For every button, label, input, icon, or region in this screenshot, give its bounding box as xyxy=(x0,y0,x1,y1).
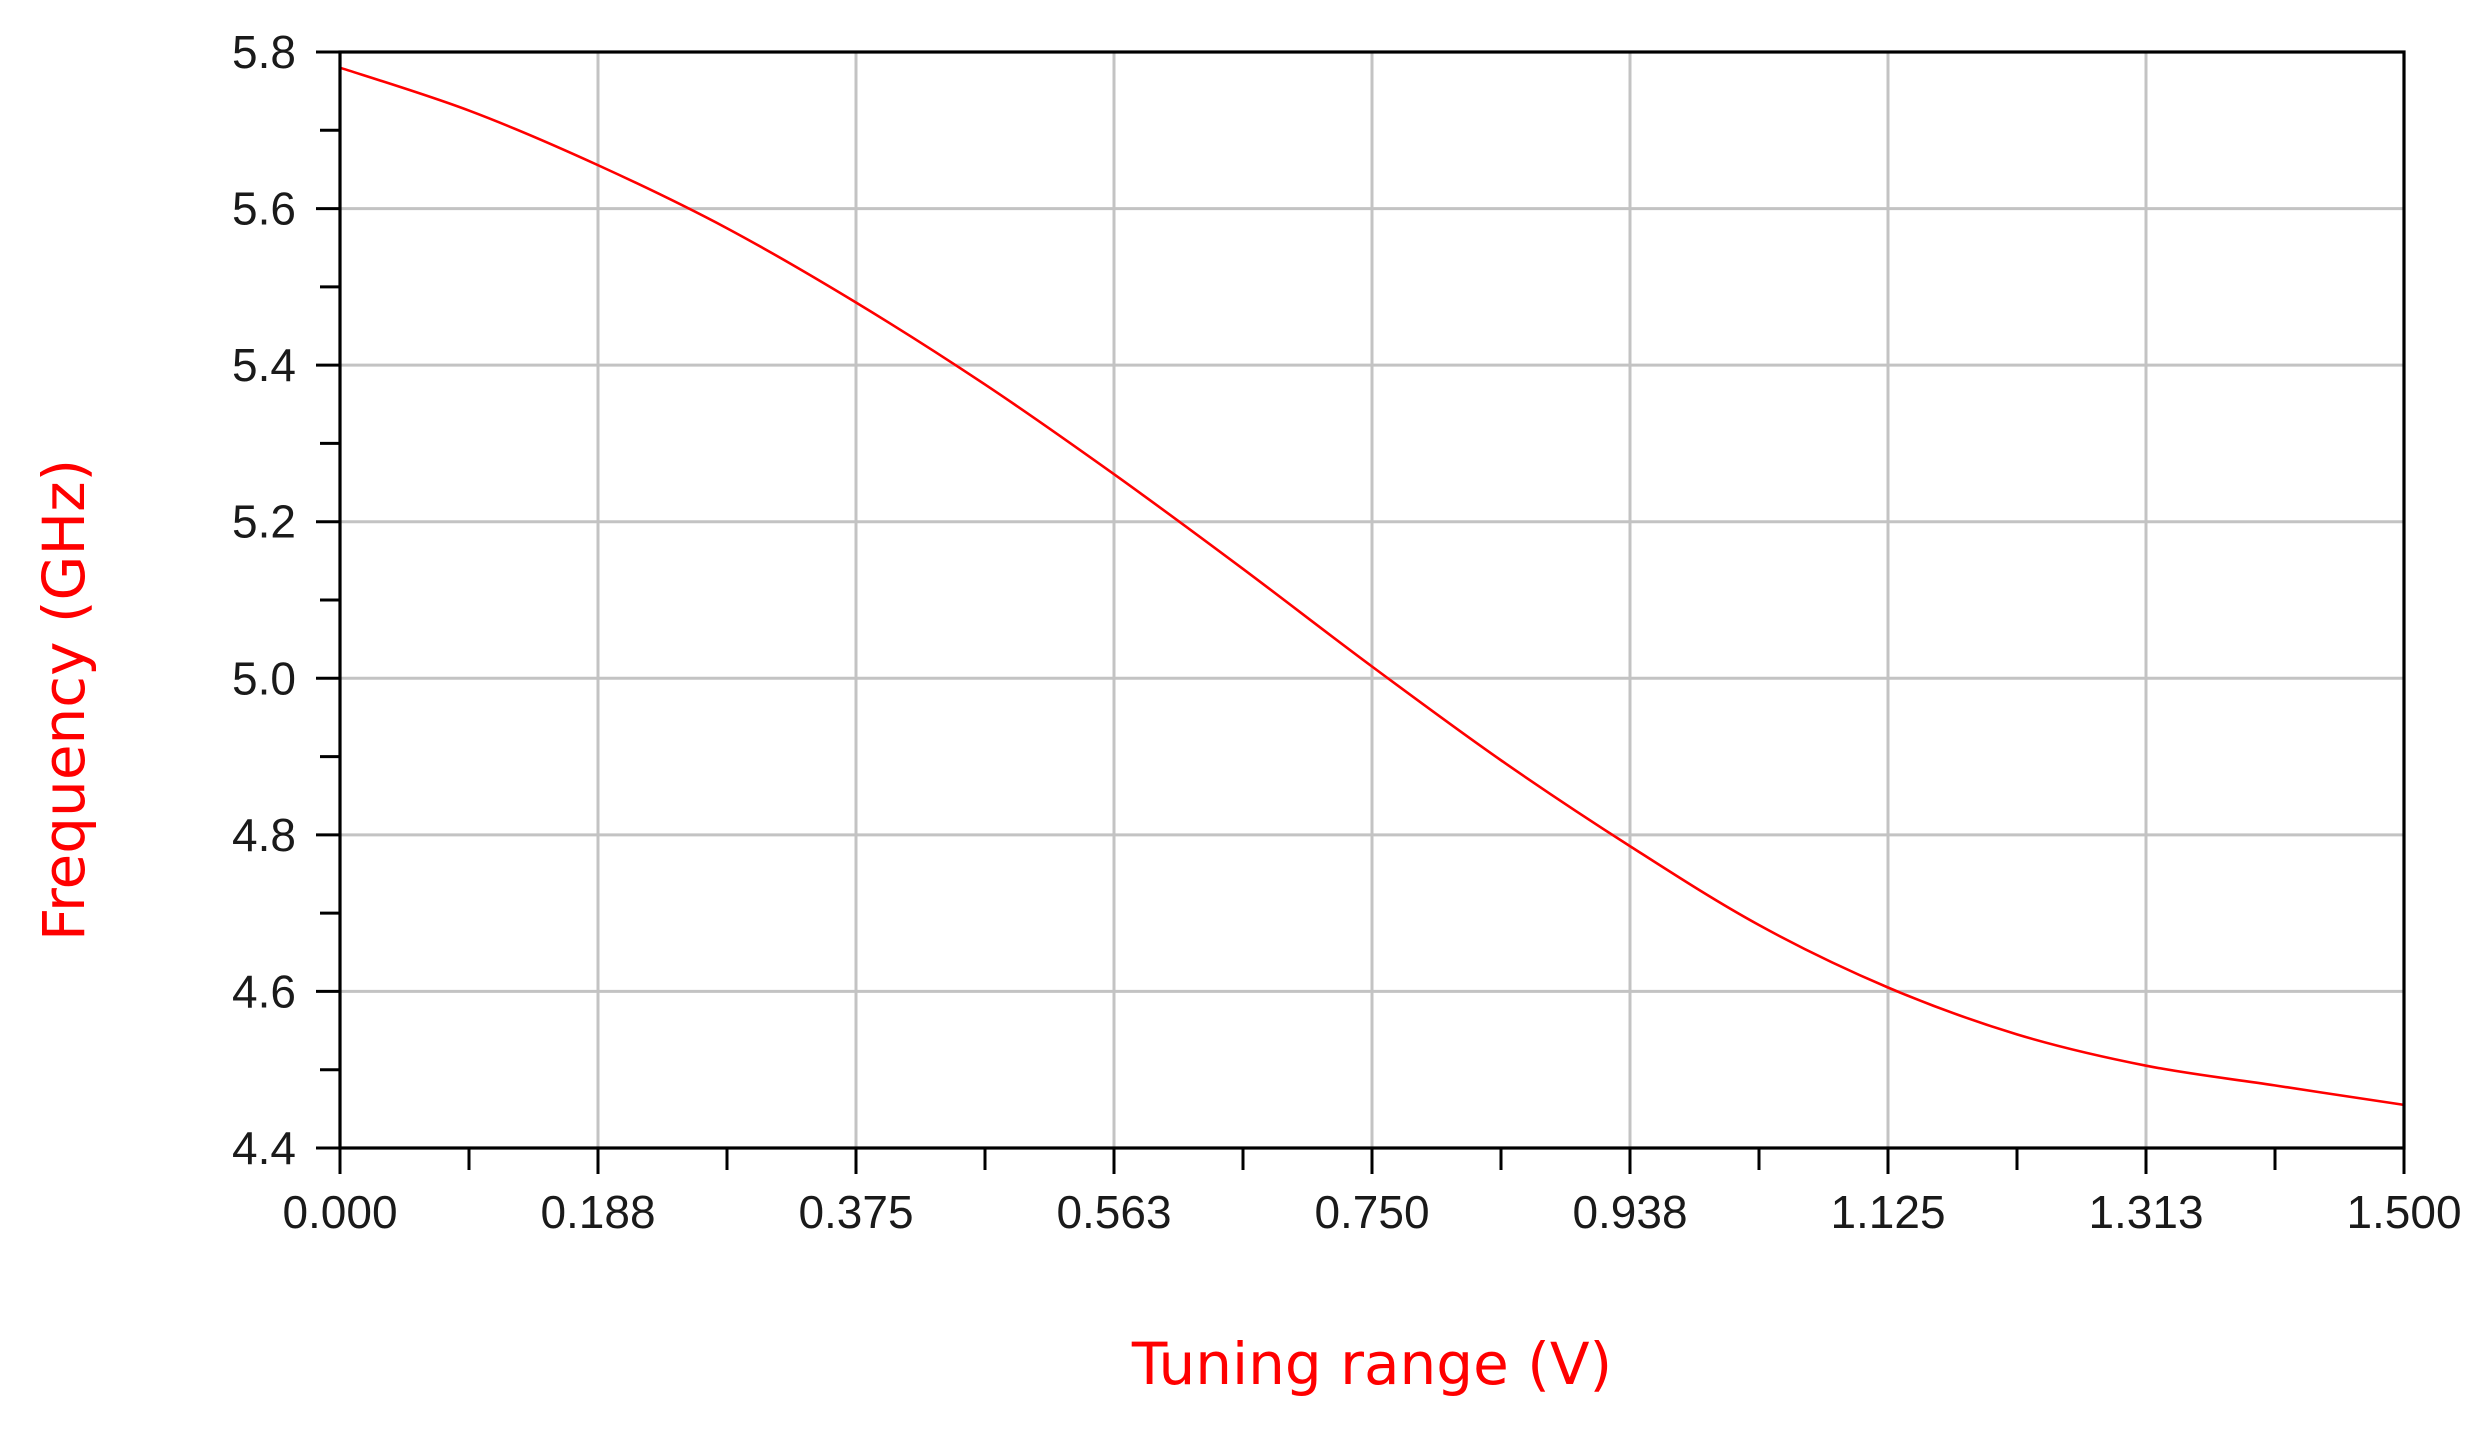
x-tick-label: 1.313 xyxy=(2088,1186,2203,1238)
tick-labels: 0.000 0.188 0.375 0.563 0.750 0.938 1.125 1.313… xyxy=(232,26,2462,1238)
y-tick-label: 5.0 xyxy=(232,652,296,704)
x-tick-label: 0.375 xyxy=(798,1186,913,1238)
y-tick-label: 4.8 xyxy=(232,809,296,861)
y-tick-label: 5.4 xyxy=(232,339,296,391)
y-tick-label: 4.4 xyxy=(232,1122,296,1174)
series-layer xyxy=(338,66,2406,1107)
y-axis-title: Frequency (GHz) xyxy=(30,459,98,941)
x-tick-label: 1.125 xyxy=(1830,1186,1945,1238)
x-axis-title: Tuning range (V) xyxy=(1131,1330,1612,1398)
y-tick-label: 5.2 xyxy=(232,496,296,548)
x-tick-label: 0.188 xyxy=(540,1186,655,1238)
series-line xyxy=(338,66,2406,1107)
x-tick-label: 0.000 xyxy=(282,1186,397,1238)
x-tick-label: 0.563 xyxy=(1056,1186,1171,1238)
grid xyxy=(340,52,2404,1148)
y-tick-label: 4.6 xyxy=(232,965,296,1017)
tick-marks xyxy=(316,50,2406,1174)
x-tick-label: 0.938 xyxy=(1572,1186,1687,1238)
x-tick-label: 0.750 xyxy=(1314,1186,1429,1238)
y-tick-label: 5.6 xyxy=(232,183,296,235)
y-tick-label: 5.8 xyxy=(232,26,296,78)
x-tick-label: 1.500 xyxy=(2346,1186,2461,1238)
